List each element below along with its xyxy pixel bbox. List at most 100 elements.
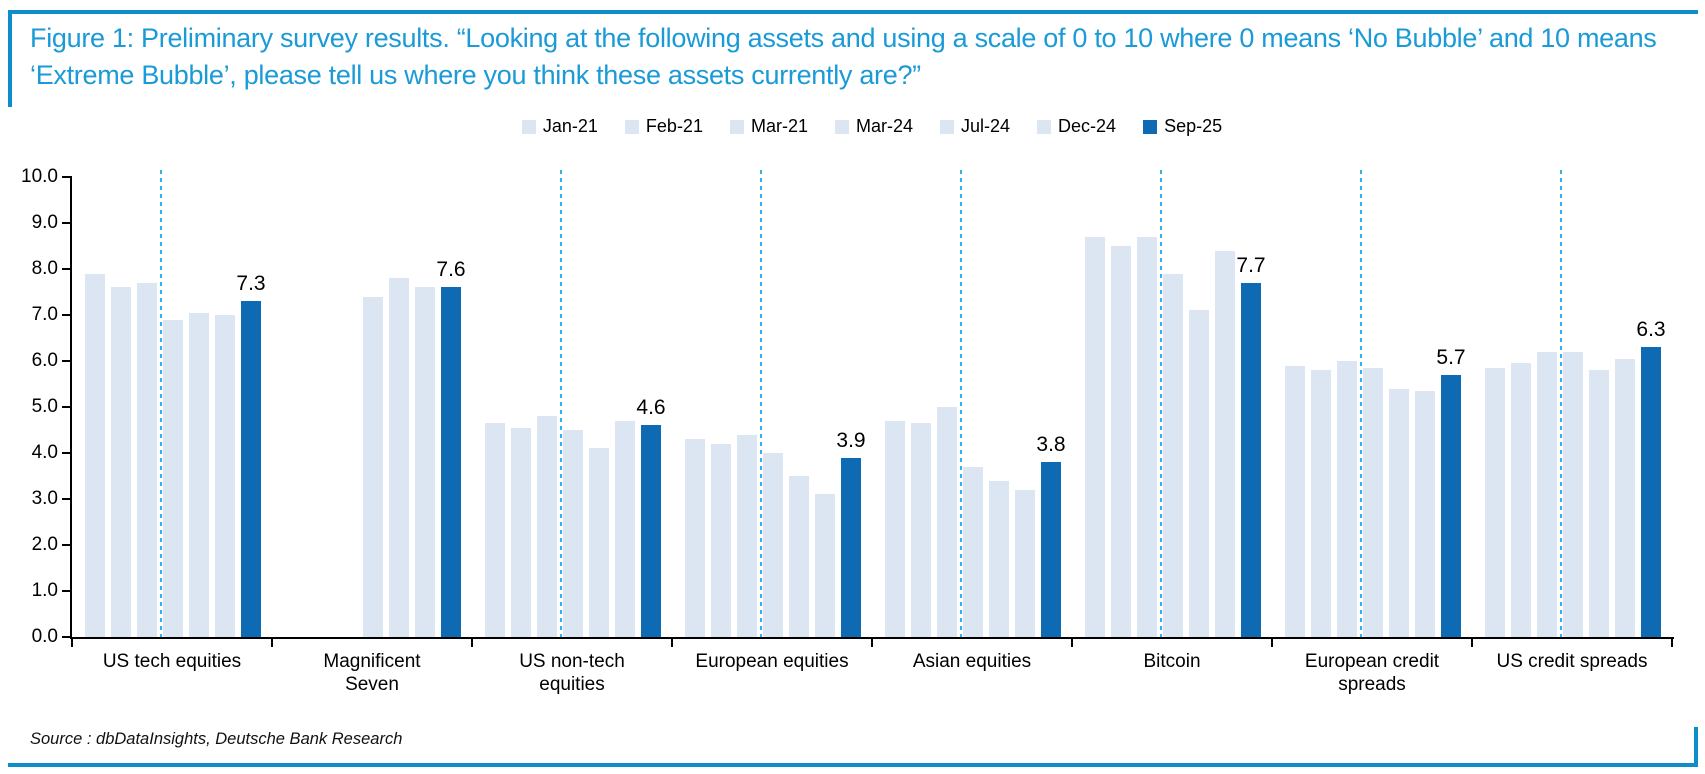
bar-mar-24-5 xyxy=(963,466,983,637)
category-label: Magnificent Seven xyxy=(323,651,421,695)
period-divider-line xyxy=(760,170,762,637)
y-tick-label: 7.0 xyxy=(31,304,58,325)
bar-value-label: 5.7 xyxy=(1436,345,1466,369)
y-tick xyxy=(62,222,70,224)
bar-dec-24-3 xyxy=(615,420,635,637)
legend-item-jul-24: Jul-24 xyxy=(940,116,1010,137)
category-label: Asian equities xyxy=(912,651,1032,672)
x-tick xyxy=(471,639,473,647)
bar-sep-25-8 xyxy=(1641,347,1661,637)
bar-feb-21-5 xyxy=(911,423,931,637)
category-label: European equities xyxy=(695,651,849,672)
chart-legend: Jan-21 Feb-21 Mar-21 Mar-24 Jul-24 Dec-24 Sep-… xyxy=(72,116,1672,137)
frame-bottom-line xyxy=(8,763,1698,767)
category-label: European credit spreads xyxy=(1304,651,1440,695)
x-axis-line xyxy=(70,637,1674,639)
x-tick xyxy=(671,639,673,647)
bar-feb-21-4 xyxy=(711,443,731,637)
bar-mar-21-1 xyxy=(137,282,157,637)
period-divider-line xyxy=(160,170,162,637)
y-tick-label: 0.0 xyxy=(31,626,58,647)
bar-mar-21-7 xyxy=(1337,361,1357,637)
y-tick-label: 2.0 xyxy=(31,534,58,555)
figure-title: Figure 1: Preliminary survey results. “L… xyxy=(30,23,1657,90)
bar-sep-25-5 xyxy=(1041,462,1061,637)
legend-label: Mar-21 xyxy=(750,116,808,136)
bar-feb-21-1 xyxy=(111,287,131,637)
y-tick-label: 4.0 xyxy=(31,442,58,463)
category-label: US credit spreads xyxy=(1496,651,1648,672)
bar-mar-24-8 xyxy=(1563,351,1583,637)
bar-jan-21-3 xyxy=(485,423,505,637)
y-tick-label: 1.0 xyxy=(31,580,58,601)
y-tick-label: 3.0 xyxy=(31,488,58,509)
legend-swatch-dark xyxy=(1143,119,1158,134)
bar-mar-24-2 xyxy=(363,296,383,637)
period-divider-line xyxy=(960,170,962,637)
frame-top-line xyxy=(8,10,1698,14)
legend-swatch-light xyxy=(1037,119,1052,134)
legend-item-feb-21: Feb-21 xyxy=(624,116,703,137)
bar-value-label: 3.8 xyxy=(1036,433,1066,457)
x-tick xyxy=(271,639,273,647)
legend-swatch-light xyxy=(940,119,954,134)
legend-item-mar-24: Mar-24 xyxy=(834,116,913,137)
bar-value-label: 7.3 xyxy=(236,272,266,296)
y-tick xyxy=(62,314,70,316)
bar-mar-24-6 xyxy=(1163,273,1183,637)
source-note: Source : dbDataInsights, Deutsche Bank R… xyxy=(30,730,403,748)
frame-left-line xyxy=(8,10,12,107)
legend-label: Jul-24 xyxy=(961,116,1011,136)
y-tick xyxy=(62,636,70,638)
bar-dec-24-2 xyxy=(415,287,435,637)
x-tick xyxy=(1271,639,1273,647)
y-tick xyxy=(62,544,70,546)
bar-mar-24-7 xyxy=(1363,367,1383,637)
y-tick xyxy=(62,590,70,592)
y-tick-label: 10.0 xyxy=(21,166,58,187)
bar-jul-24-6 xyxy=(1189,310,1209,637)
x-tick xyxy=(1671,639,1673,647)
bar-value-label: 4.6 xyxy=(636,396,666,420)
category-label: US tech equities xyxy=(102,651,242,672)
bar-feb-21-6 xyxy=(1111,246,1131,637)
period-divider-line xyxy=(1560,170,1562,637)
y-axis-line xyxy=(70,176,72,638)
bar-jul-24-2 xyxy=(389,278,409,637)
y-tick xyxy=(62,406,70,408)
bar-jan-21-6 xyxy=(1085,236,1105,637)
y-tick xyxy=(62,498,70,500)
legend-swatch-light xyxy=(729,119,744,134)
bar-mar-21-5 xyxy=(937,407,957,637)
bar-jul-24-5 xyxy=(989,480,1009,637)
frame-right-line xyxy=(1694,727,1698,767)
x-tick xyxy=(71,639,73,647)
legend-swatch-light xyxy=(521,119,536,134)
category-label: US non-tech equities xyxy=(519,651,625,695)
bar-dec-24-4 xyxy=(815,494,835,637)
x-tick xyxy=(1071,639,1073,647)
y-tick-label: 9.0 xyxy=(31,212,58,233)
bar-sep-25-6 xyxy=(1241,282,1261,637)
bar-mar-21-3 xyxy=(537,416,557,637)
legend-item-sep-25: Sep-25 xyxy=(1143,116,1222,137)
y-tick xyxy=(62,360,70,362)
y-tick-label: 8.0 xyxy=(31,258,58,279)
bar-jan-21-8 xyxy=(1485,367,1505,637)
bar-mar-21-4 xyxy=(737,434,757,637)
bar-sep-25-7 xyxy=(1441,374,1461,637)
legend-label: Sep-25 xyxy=(1164,116,1223,136)
bar-mar-24-4 xyxy=(763,453,783,637)
x-tick xyxy=(871,639,873,647)
bar-sep-25-3 xyxy=(641,425,661,637)
category-label: Bitcoin xyxy=(1143,651,1201,672)
legend-swatch-light xyxy=(834,119,849,134)
bar-dec-24-1 xyxy=(215,315,235,637)
legend-item-dec-24: Dec-24 xyxy=(1037,116,1116,137)
bar-jan-21-7 xyxy=(1285,365,1305,637)
period-divider-line xyxy=(1160,170,1162,637)
y-tick xyxy=(62,176,70,178)
bar-jul-24-4 xyxy=(789,476,809,637)
legend-swatch-light xyxy=(624,119,639,134)
